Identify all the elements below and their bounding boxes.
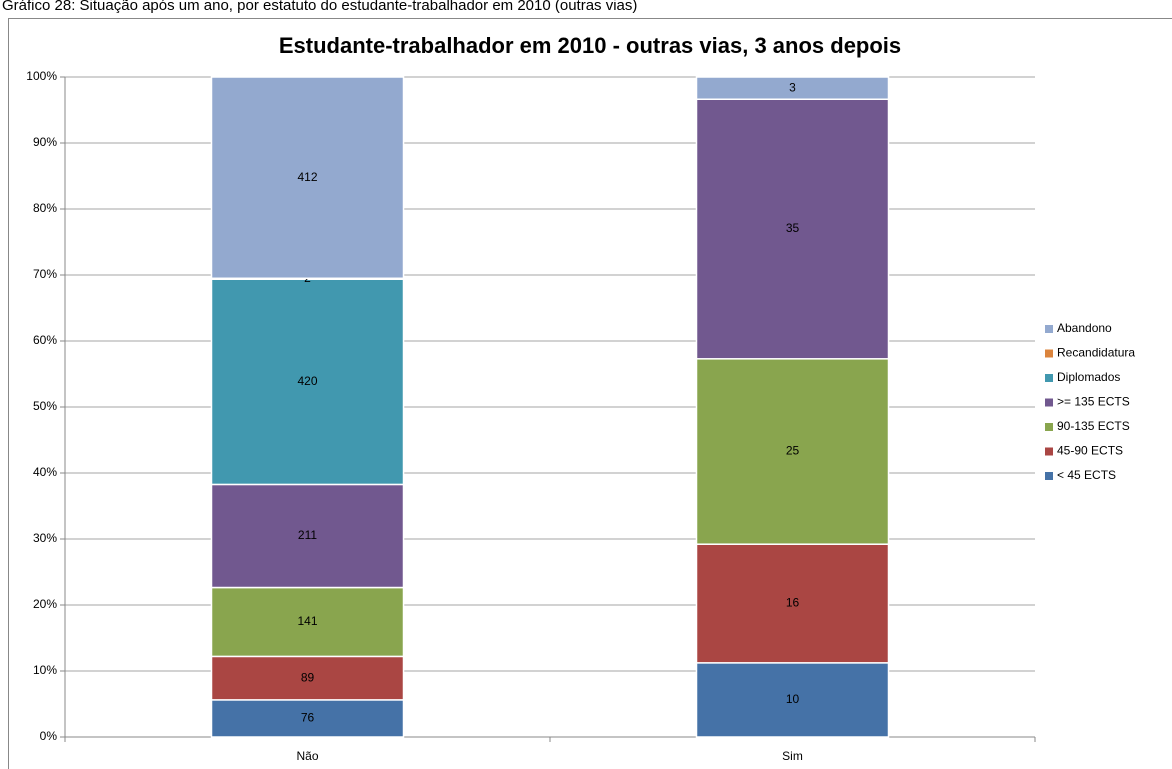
legend-swatch: [1045, 374, 1053, 382]
data-label: 211: [298, 528, 317, 542]
y-tick-label: 60%: [33, 333, 57, 347]
x-tick-label: Não: [296, 749, 318, 763]
y-tick-label: 80%: [33, 201, 57, 215]
bar-segment: [695, 543, 890, 664]
data-label: 89: [301, 670, 315, 684]
data-label: 3: [789, 80, 796, 94]
legend-swatch: [1045, 447, 1053, 456]
data-label: 76: [301, 711, 315, 725]
legend-label: 45-90 ECTS: [1057, 444, 1123, 458]
data-label: 10: [786, 692, 800, 706]
bar-segment: [695, 76, 890, 100]
bar-segment: [210, 586, 405, 658]
bar-segment: [210, 76, 405, 280]
legend-label: Recandidatura: [1057, 346, 1135, 360]
bar-segment: [210, 483, 405, 589]
y-tick-label: 30%: [33, 531, 57, 545]
legend-swatch: [1045, 398, 1053, 407]
bar-segment: [210, 699, 405, 738]
legend-label: 90-135 ECTS: [1057, 419, 1130, 433]
bar-segment: [695, 662, 890, 738]
legend-swatch: [1045, 325, 1053, 333]
y-tick-label: 10%: [33, 663, 57, 677]
chart-border: [8, 18, 1172, 769]
legend-label: Diplomados: [1057, 370, 1120, 384]
y-tick-label: 0%: [40, 729, 58, 743]
y-tick-label: 20%: [33, 597, 57, 611]
chart-title: Estudante-trabalhador em 2010 - outras v…: [279, 33, 901, 58]
data-label: 420: [297, 374, 317, 388]
bar-segment: [210, 655, 405, 701]
bar-segment: [210, 278, 405, 486]
y-tick-label: 90%: [33, 135, 57, 149]
y-tick-label: 50%: [33, 399, 57, 413]
y-tick-label: 40%: [33, 465, 57, 479]
legend-label: Abandono: [1057, 321, 1112, 335]
legend-label: >= 135 ECTS: [1057, 395, 1130, 409]
legend-swatch: [1045, 472, 1053, 480]
x-tick-label: Sim: [782, 749, 803, 763]
caption: Gráfico 28: Situação após um ano, por es…: [2, 0, 637, 14]
y-tick-label: 100%: [26, 69, 57, 83]
legend-swatch: [1045, 423, 1053, 431]
y-tick-label: 70%: [33, 267, 57, 281]
data-label: 16: [786, 596, 800, 610]
data-label: 35: [786, 221, 800, 235]
legend-label: < 45 ECTS: [1057, 468, 1116, 482]
legend-swatch: [1045, 349, 1053, 358]
bar-segment: [695, 98, 890, 360]
data-label: 141: [297, 614, 317, 628]
data-label: 412: [297, 170, 317, 184]
data-label: 25: [786, 444, 800, 458]
